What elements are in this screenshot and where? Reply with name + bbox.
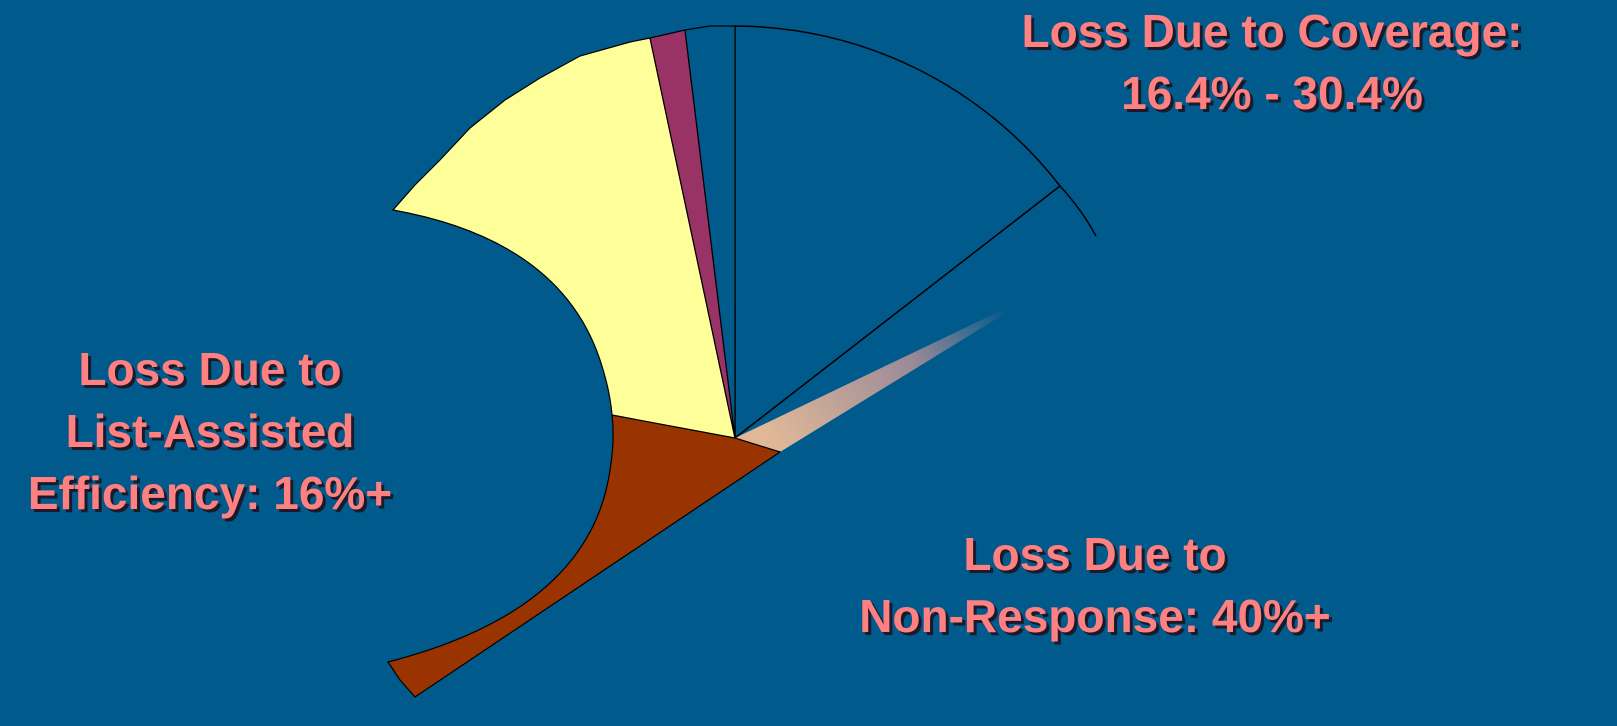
- coverage-label: Loss Due to Coverage: Loss Due to Covera…: [1022, 5, 1526, 122]
- label-shadow: Efficiency: 16%+: [31, 470, 395, 522]
- label-shadow: Loss Due to: [966, 531, 1229, 583]
- label-line: Non-Response: 40%+: [859, 590, 1331, 642]
- label-line: Loss Due to: [78, 343, 341, 395]
- blue-sliver: [684, 25, 736, 439]
- label-line: Loss Due to Coverage:: [1022, 5, 1523, 57]
- label-line: 16.4% - 30.4%: [1121, 67, 1423, 119]
- list-assisted-label: Loss Due to Loss Due to List-Assisted Li…: [28, 343, 395, 522]
- label-shadow: Loss Due to: [81, 346, 344, 398]
- non-response-wedge: [735, 292, 1040, 452]
- label-shadow: 16.4% - 30.4%: [1124, 70, 1426, 122]
- label-shadow: Loss Due to Coverage:: [1025, 8, 1526, 60]
- label-shadow: Non-Response: 40%+: [862, 593, 1334, 645]
- coverage-wedge: [734, 25, 1062, 440]
- non-response-label: Loss Due to Loss Due to Non-Response: 40…: [859, 528, 1334, 645]
- label-line: Efficiency: 16%+: [28, 467, 392, 519]
- label-line: Loss Due to: [963, 528, 1226, 580]
- wedge-edge: [734, 185, 1061, 439]
- brown-wedge: [387, 414, 782, 698]
- label-line: List-Assisted: [66, 405, 355, 457]
- list-assisted-wedge: [391, 37, 736, 439]
- arc-edge: [1059, 185, 1097, 237]
- label-shadow: List-Assisted: [69, 408, 358, 460]
